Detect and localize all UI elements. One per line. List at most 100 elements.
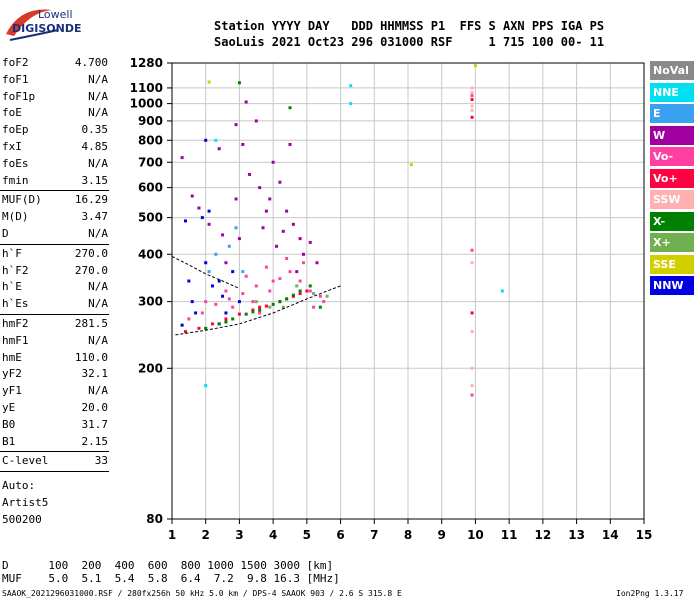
echo-point-nnw [194, 311, 198, 315]
echo-point-nne [349, 102, 353, 106]
footer-file-info: SAAOK_2021296031000.RSF / 280fx256h 50 k… [2, 589, 402, 598]
param-row: B1 2.15 [2, 434, 108, 450]
param-value: 270.0 [74, 246, 108, 260]
param-name: foEs [2, 156, 29, 170]
echo-point-vo [288, 270, 292, 274]
echo-point-x [268, 305, 272, 309]
x-tick-label: 3 [235, 528, 243, 542]
echo-point-vo [298, 292, 302, 296]
echo-point-vo [237, 312, 241, 316]
param-separator [0, 451, 109, 453]
distance-row: D 100 200 400 600 800 1000 1500 3000 [km… [2, 559, 334, 572]
param-name: yF2 [2, 367, 22, 381]
chart-echo-points [180, 64, 504, 397]
param-row: foF2 4.700 [2, 55, 108, 71]
param-value: 270.0 [74, 263, 108, 277]
auto-artist: Artist5 [2, 496, 49, 509]
param-row: h`F 270.0 [2, 246, 108, 262]
echo-point-w [315, 261, 319, 265]
echo-point-vo [251, 300, 255, 304]
echo-point-x [291, 293, 295, 297]
echo-point-vo [264, 265, 268, 269]
param-row: fmin 3.15 [2, 173, 108, 189]
echo-point-w [234, 197, 238, 201]
x-tick-label: 11 [501, 528, 518, 542]
echo-point-vo [224, 317, 228, 321]
echo-point-x [298, 289, 302, 293]
echo-point-nnw [231, 270, 235, 274]
param-value: N/A [88, 106, 108, 120]
param-value: 20.0 [81, 401, 109, 414]
echo-point-vo [301, 261, 305, 265]
param-value: 110.0 [74, 350, 108, 364]
legend-item-vo: Vo+ [650, 168, 694, 188]
legend-item-vo: Vo- [650, 147, 694, 166]
echo-point-nnw [200, 216, 204, 220]
echo-point-x [278, 300, 282, 304]
echo-point-vo [305, 289, 309, 293]
echo-point-vo [210, 322, 214, 326]
echo-point-w [261, 226, 265, 230]
param-name: h`F [2, 246, 22, 260]
echo-point-vo [312, 305, 316, 309]
profile-trace [175, 285, 341, 336]
legend-item-noval: NoVal [650, 61, 694, 80]
echo-point-w [275, 244, 279, 248]
echo-point-w [285, 209, 289, 213]
echo-point-nne [500, 289, 504, 293]
y-tick-label: 700 [138, 155, 163, 169]
echo-point-vo [470, 94, 474, 98]
echo-point-w [298, 237, 302, 241]
echo-point-vo [200, 311, 204, 315]
auto-label: Auto: [2, 479, 36, 492]
y-tick-label: 200 [138, 361, 163, 375]
header-values: SaoLuis 2021 Oct23 296 031000 RSF 1 715 … [214, 35, 605, 49]
echo-point-vo [308, 289, 312, 293]
x-tick-label: 15 [636, 528, 653, 542]
echo-point-vo [470, 311, 474, 315]
echo-point-w [217, 147, 221, 151]
echo-point-w [291, 222, 295, 226]
param-row: foEs N/A [2, 156, 108, 172]
echo-point-x [285, 297, 289, 301]
plot-frame [171, 62, 645, 520]
chart-axes [167, 62, 645, 524]
param-row: yE 20.0 [2, 400, 108, 416]
echo-point-ssw [470, 108, 474, 112]
param-value: 281.5 [74, 317, 108, 330]
y-tick-label: 300 [138, 295, 163, 309]
echo-point-w [258, 186, 262, 190]
echo-point-w [244, 100, 248, 104]
param-name: fxI [2, 140, 22, 153]
logo-swoosh-icon [6, 9, 59, 41]
echo-point-x [224, 320, 228, 324]
echo-point-ssw [470, 104, 474, 108]
y-tick-label: 900 [138, 114, 163, 128]
echo-point-vo [285, 256, 289, 260]
echo-point-w [278, 180, 282, 184]
echo-point-e [241, 270, 245, 274]
echo-point-x [318, 305, 322, 309]
x-tick-label: 12 [535, 528, 552, 542]
logo-text-digisonde: DIGISONDE [12, 22, 82, 35]
echo-point-vo [214, 302, 218, 306]
echo-point-nnw [221, 294, 225, 298]
muf-row: MUF 5.0 5.1 5.4 5.8 6.4 7.2 9.8 16.3 [MH… [2, 572, 340, 585]
echo-point-vo [187, 317, 191, 321]
echo-point-w [234, 123, 238, 127]
echo-point-vo [470, 115, 474, 119]
echo-point-x [325, 294, 329, 298]
echo-point-w [271, 160, 275, 164]
echo-point-x [237, 81, 241, 85]
param-row: hmE 110.0 [2, 350, 108, 366]
param-value: N/A [88, 72, 108, 86]
echo-point-x [308, 284, 312, 288]
param-name: hmF1 [2, 333, 29, 347]
param-row: B0 31.7 [2, 417, 108, 433]
param-value: 3.15 [81, 173, 109, 187]
legend-item-e: E [650, 104, 694, 123]
echo-point-nnw [204, 138, 208, 142]
lowell-digisonde-logo: Lowell DIGISONDE [0, 0, 110, 46]
param-name: C-level [2, 454, 49, 468]
echo-point-vo [322, 300, 326, 304]
